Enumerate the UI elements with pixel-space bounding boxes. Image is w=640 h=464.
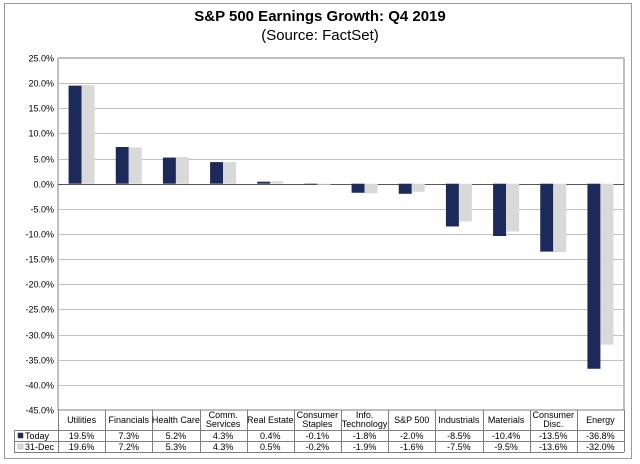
category-label: S&P 500 xyxy=(394,415,429,425)
bar-31-dec xyxy=(506,183,520,232)
category-label: Materials xyxy=(488,415,525,425)
bar-31-dec xyxy=(270,181,284,184)
y-tick-label: 0.0% xyxy=(33,180,54,190)
table-value: 19.5% xyxy=(69,431,95,441)
bar-today xyxy=(540,183,554,252)
bar-today xyxy=(398,183,412,194)
bar-today xyxy=(257,181,271,184)
category-label: Technology xyxy=(342,419,388,429)
y-tick-label: -45.0% xyxy=(25,406,54,416)
table-value: -1.9% xyxy=(353,442,377,452)
category-label: Info. xyxy=(356,410,374,420)
category-label: Utilities xyxy=(67,415,97,425)
category-label: Financials xyxy=(108,415,149,425)
y-tick-label: -30.0% xyxy=(25,331,54,341)
category-label: Energy xyxy=(586,415,615,425)
y-tick-label: -10.0% xyxy=(25,230,54,240)
bar-31-dec xyxy=(128,147,142,184)
table-value: -13.6% xyxy=(539,442,568,452)
y-tick-label: 25.0% xyxy=(28,54,54,64)
category-label: Disc. xyxy=(543,419,563,429)
y-tick-label: -20.0% xyxy=(25,280,54,290)
bar-31-dec xyxy=(364,183,378,194)
y-tick-label: 20.0% xyxy=(28,79,54,89)
bar-31-dec xyxy=(81,85,95,184)
bar-today xyxy=(162,157,176,184)
y-tick-label: -35.0% xyxy=(25,356,54,366)
y-tick-label: 10.0% xyxy=(28,129,54,139)
y-tick-label: 15.0% xyxy=(28,104,54,114)
table-value: -0.2% xyxy=(306,442,330,452)
bar-today xyxy=(493,183,507,237)
table-value: 0.4% xyxy=(260,431,281,441)
bar-31-dec xyxy=(458,183,472,222)
bar-today xyxy=(304,183,318,185)
table-value: -13.5% xyxy=(539,431,568,441)
chart-subtitle: (Source: FactSet) xyxy=(261,27,379,44)
chart-frame xyxy=(4,3,632,459)
legend-swatch-31-dec xyxy=(17,443,24,450)
y-tick-label: -5.0% xyxy=(30,205,54,215)
category-label: Staples xyxy=(302,419,333,429)
y-tick-label: -15.0% xyxy=(25,255,54,265)
bar-31-dec xyxy=(553,183,567,253)
bar-31-dec xyxy=(317,183,331,185)
table-value: 4.3% xyxy=(213,431,234,441)
table-value: 5.3% xyxy=(166,442,187,452)
table-value: -1.8% xyxy=(353,431,377,441)
bar-31-dec xyxy=(411,183,425,192)
bar-31-dec xyxy=(223,162,237,184)
table-value: -10.4% xyxy=(492,431,521,441)
bar-today xyxy=(210,162,224,184)
bar-today xyxy=(587,183,601,369)
table-value: -36.8% xyxy=(586,431,615,441)
table-value: 4.3% xyxy=(213,442,234,452)
category-label: Real Estate xyxy=(247,415,294,425)
table-value: -1.6% xyxy=(400,442,424,452)
legend-label: Today xyxy=(25,431,50,441)
table-value: -9.5% xyxy=(494,442,518,452)
table-value: 7.2% xyxy=(118,442,139,452)
table-value: 5.2% xyxy=(166,431,187,441)
y-tick-label: 5.0% xyxy=(33,155,54,165)
table-value: -8.5% xyxy=(447,431,471,441)
chart-title: S&P 500 Earnings Growth: Q4 2019 xyxy=(194,8,446,25)
y-tick-label: -40.0% xyxy=(25,381,54,391)
table-value: 7.3% xyxy=(118,431,139,441)
category-label: Consumer xyxy=(297,410,339,420)
bar-31-dec xyxy=(175,157,189,184)
table-value: -32.0% xyxy=(586,442,615,452)
y-tick-label: -25.0% xyxy=(25,305,54,315)
legend-label: 31-Dec xyxy=(25,442,55,452)
table-value: -0.1% xyxy=(306,431,330,441)
table-value: 0.5% xyxy=(260,442,281,452)
category-label: Services xyxy=(206,419,241,429)
table-value: -2.0% xyxy=(400,431,424,441)
bar-today xyxy=(445,183,459,227)
bar-today xyxy=(351,183,365,193)
bar-today xyxy=(115,147,129,184)
bar-today xyxy=(68,85,82,184)
legend-swatch-today xyxy=(17,432,24,439)
table-value: -7.5% xyxy=(447,442,471,452)
category-label: Consumer xyxy=(532,410,574,420)
bar-31-dec xyxy=(600,183,614,345)
category-label: Health Care xyxy=(152,415,200,425)
table-value: 19.6% xyxy=(69,442,95,452)
category-label: Industrials xyxy=(438,415,480,425)
category-label: Comm. xyxy=(209,410,238,420)
